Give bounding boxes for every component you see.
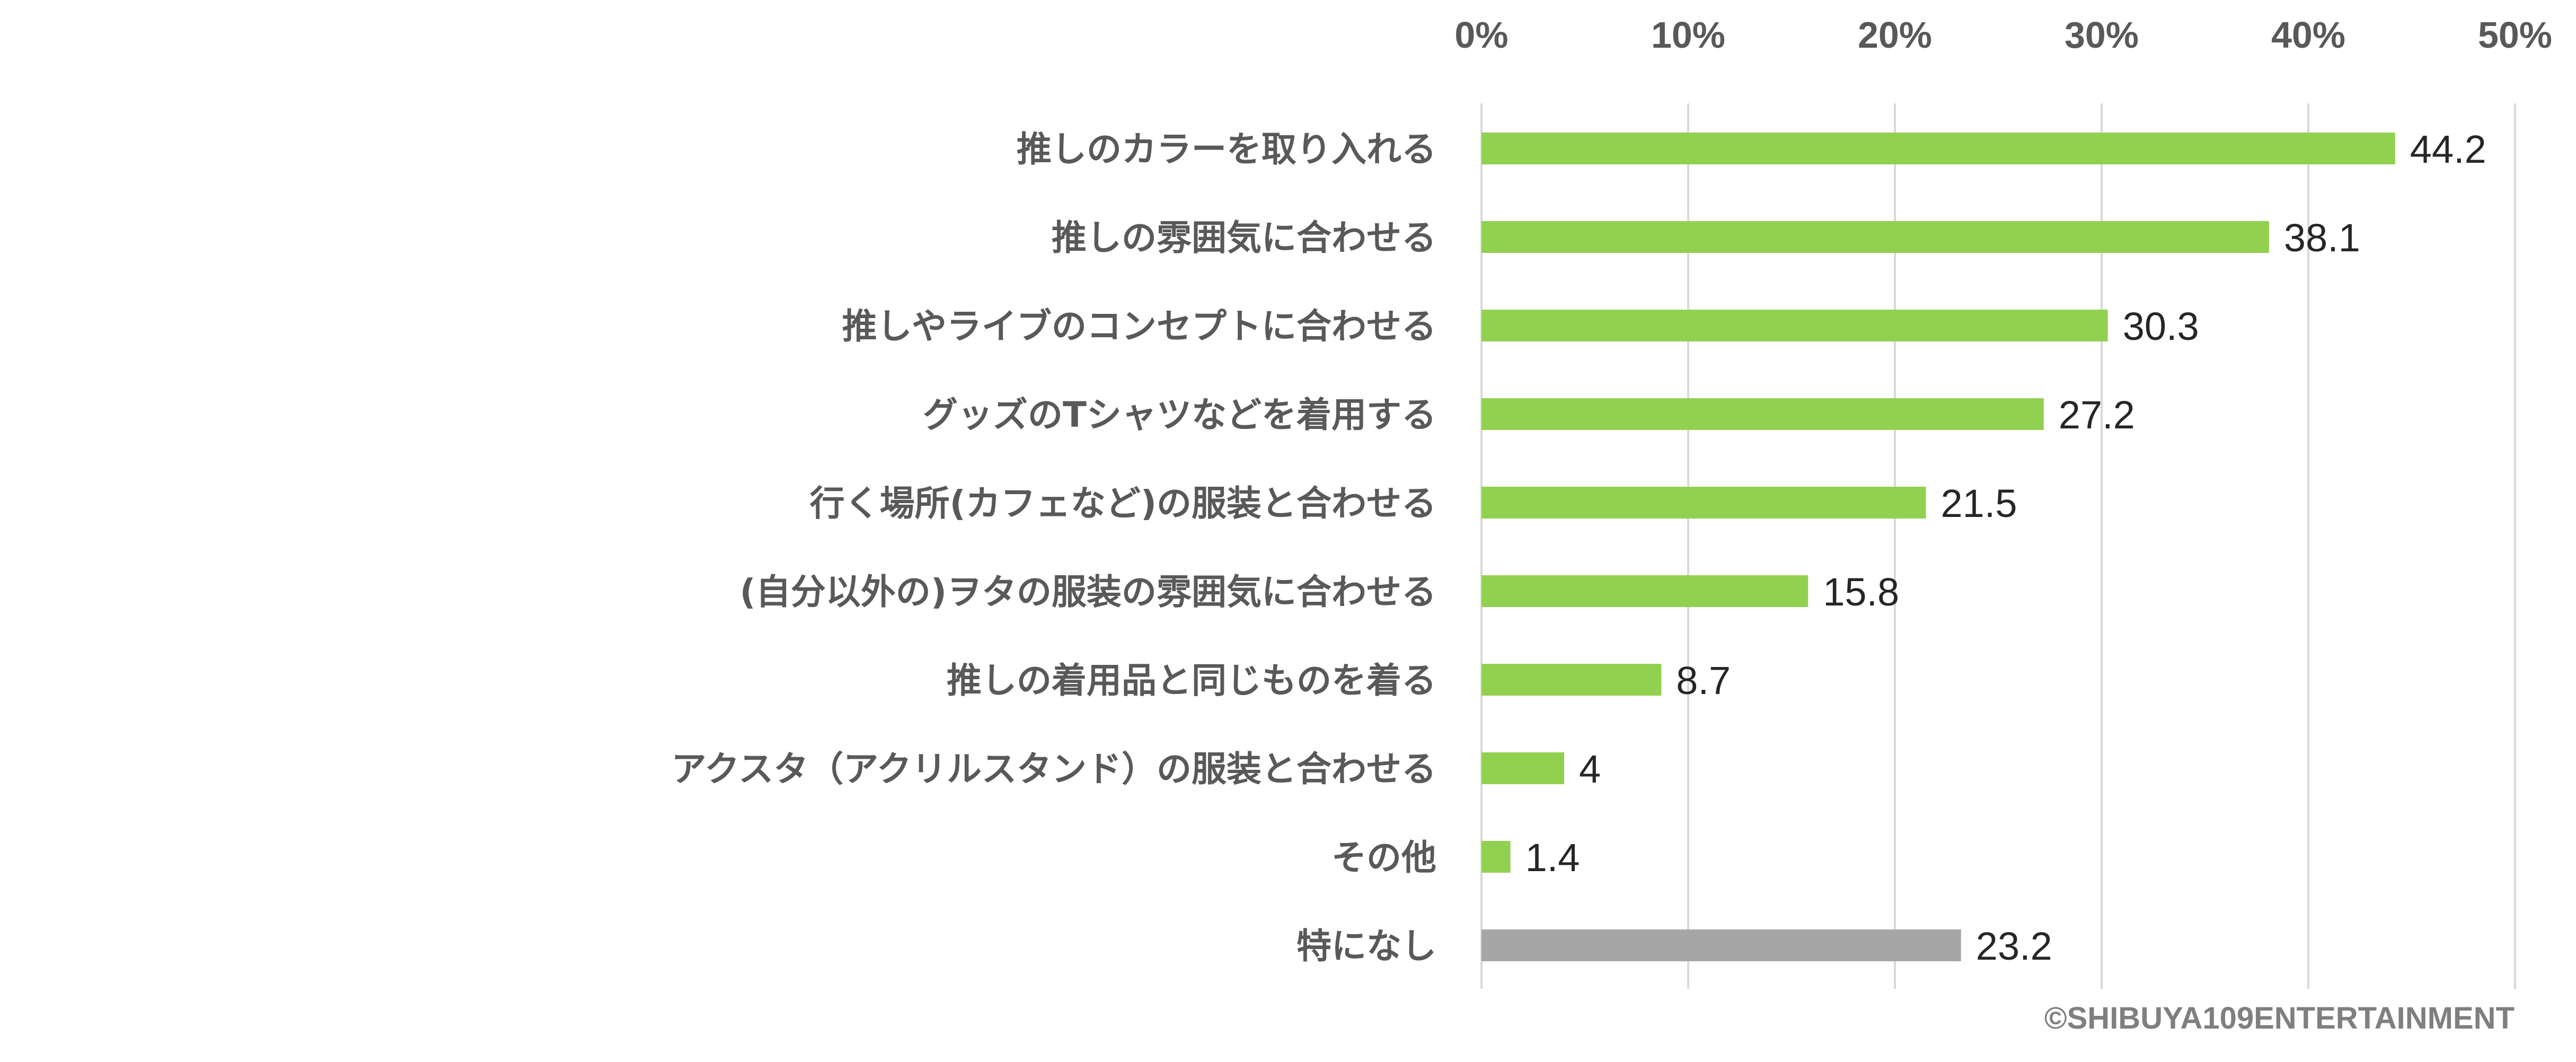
x-tick-label: 50% xyxy=(2478,14,2552,56)
data-label: 15.8 xyxy=(1823,570,1899,614)
bar xyxy=(1481,841,1511,873)
data-label: 30.3 xyxy=(2123,304,2199,348)
data-label: 23.2 xyxy=(1976,924,2052,968)
data-label: 38.1 xyxy=(2284,216,2360,260)
category-label: 推しのカラーを取り入れる xyxy=(1017,129,1436,170)
category-label: (自分以外の)ヲタの服装の雰囲気に合わせる xyxy=(740,572,1436,612)
data-label: 8.7 xyxy=(1676,659,1731,703)
data-label: 27.2 xyxy=(2059,393,2135,437)
data-label: 21.5 xyxy=(1941,481,2017,525)
bar xyxy=(1481,575,1809,607)
bar xyxy=(1481,929,1961,961)
x-tick-label: 0% xyxy=(1454,14,1508,56)
category-label: 行く場所(カフェなど)の服装と合わせる xyxy=(810,483,1436,524)
x-tick-label: 30% xyxy=(2065,14,2139,56)
category-label: グッズのTシャツなどを着用する xyxy=(923,394,1436,435)
bar xyxy=(1481,487,1926,519)
data-label: 44.2 xyxy=(2410,127,2486,171)
x-axis-ticks: 0% 10% 20% 30% 40% 50% xyxy=(1454,14,2552,56)
x-tick-label: 10% xyxy=(1651,14,1725,56)
bar xyxy=(1481,398,2044,430)
category-label: アクスタ（アクリルスタンド）の服装と合わせる xyxy=(672,749,1436,789)
x-tick-label: 20% xyxy=(1858,14,1932,56)
copyright-text: ©SHIBUYA109ENTERTAINMENT xyxy=(2044,1001,2515,1035)
x-tick-label: 40% xyxy=(2271,14,2345,56)
category-label: 推しやライブのコンセプトに合わせる xyxy=(842,306,1436,347)
bar xyxy=(1481,310,2108,341)
category-labels: 推しのカラーを取り入れる推しの雰囲気に合わせる推しやライブのコンセプトに合わせる… xyxy=(672,129,1436,967)
value-labels: 44.2 38.1 30.3 27.2 21.5 15.8 8.7 4 1.4 23.2 xyxy=(1525,127,2486,968)
category-label: 推しの雰囲気に合わせる xyxy=(1052,217,1436,258)
bar xyxy=(1481,752,1564,784)
bar xyxy=(1481,664,1662,696)
data-label: 1.4 xyxy=(1525,836,1580,880)
bars xyxy=(1481,133,2395,961)
bar xyxy=(1481,221,2269,253)
data-label: 4 xyxy=(1579,747,1601,791)
bar xyxy=(1481,133,2395,164)
category-label: 推しの着用品と同じものを着る xyxy=(947,660,1436,701)
category-label: その他 xyxy=(1331,837,1436,878)
category-label: 特になし xyxy=(1296,926,1436,967)
